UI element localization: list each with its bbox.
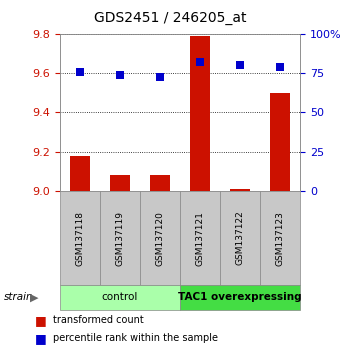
Text: percentile rank within the sample: percentile rank within the sample: [53, 333, 218, 343]
Bar: [190, 36, 210, 191]
Text: ■: ■: [35, 314, 47, 327]
Text: GDS2451 / 246205_at: GDS2451 / 246205_at: [94, 11, 247, 25]
Text: GSM137123: GSM137123: [276, 211, 284, 266]
Text: GSM137118: GSM137118: [75, 211, 84, 266]
Text: GSM137121: GSM137121: [195, 211, 204, 266]
Text: TAC1 overexpressing: TAC1 overexpressing: [178, 292, 302, 302]
Text: GSM137120: GSM137120: [155, 211, 164, 266]
Bar: [230, 189, 250, 191]
Text: strain: strain: [3, 292, 33, 302]
Text: transformed count: transformed count: [53, 315, 144, 325]
Text: control: control: [102, 292, 138, 302]
Text: ■: ■: [35, 332, 47, 344]
Bar: [110, 175, 130, 191]
Bar: [270, 93, 290, 191]
Text: ▶: ▶: [30, 292, 38, 302]
Bar: [70, 156, 90, 191]
Text: GSM137119: GSM137119: [115, 211, 124, 266]
Bar: [150, 175, 170, 191]
Text: GSM137122: GSM137122: [236, 211, 244, 266]
